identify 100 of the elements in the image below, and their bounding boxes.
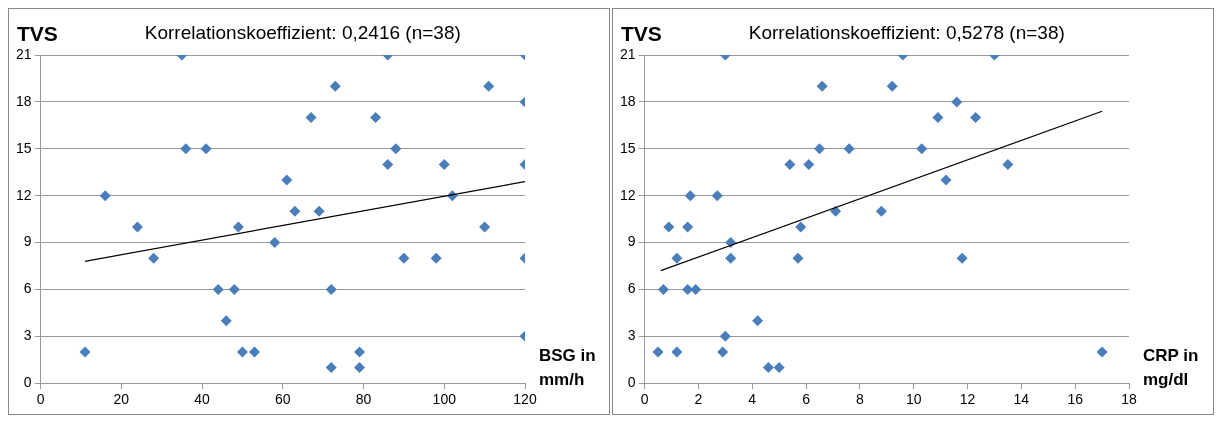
point [353, 362, 365, 374]
y-tick-label: 3 [23, 327, 32, 344]
x-tick-label: 16 [1067, 391, 1084, 408]
x-tick-label: 0 [640, 391, 649, 408]
point [479, 221, 491, 233]
x-tick-label: 20 [113, 391, 130, 408]
y-axis-title: TVS [621, 22, 662, 45]
point [830, 205, 842, 217]
y-tick-label: 15 [619, 139, 636, 156]
point [690, 283, 702, 295]
y-tick-label: 12 [15, 186, 32, 203]
point [430, 252, 442, 264]
x-tick-label: 80 [355, 391, 372, 408]
point [843, 143, 855, 155]
point [79, 346, 91, 358]
x-tick-label: 2 [694, 391, 703, 408]
point [773, 362, 785, 374]
x-axis-title: CRP in mg/dl [1143, 346, 1199, 390]
chart-title: Korrelationskoeffizient: 0,5278 (n=38) [748, 22, 1065, 43]
y-tick-label: 3 [627, 327, 636, 344]
x-tick-label: 8 [855, 391, 864, 408]
y-tick-label: 0 [627, 374, 636, 391]
point [220, 315, 232, 327]
x-axis-title: BSG in mm/h [539, 346, 596, 390]
point [131, 221, 143, 233]
point [682, 221, 694, 233]
point [483, 80, 495, 92]
x-tick-label: 10 [905, 391, 922, 408]
point [232, 221, 244, 233]
y-tick-label: 21 [15, 45, 32, 62]
x-tick-label: 40 [194, 391, 211, 408]
point [329, 80, 341, 92]
point [325, 362, 337, 374]
y-tick-label: 15 [15, 139, 32, 156]
point [99, 190, 111, 202]
point [148, 252, 160, 264]
point [281, 174, 293, 186]
point [236, 346, 248, 358]
point [652, 346, 664, 358]
point [325, 283, 337, 295]
x-tick-label: 12 [959, 391, 976, 408]
point [370, 112, 382, 124]
chart-title: Korrelationskoeffizient: 0,2416 (n=38) [144, 22, 461, 43]
point [875, 205, 887, 217]
point [398, 252, 410, 264]
x-tick-label: 4 [748, 391, 757, 408]
point [956, 252, 968, 264]
point [916, 143, 928, 155]
point [200, 143, 212, 155]
point [657, 283, 669, 295]
point [886, 80, 898, 92]
point [249, 346, 261, 358]
point [382, 158, 394, 170]
point [269, 237, 281, 249]
y-tick-label: 6 [627, 280, 636, 297]
point [762, 362, 774, 374]
point [180, 143, 192, 155]
point [212, 283, 224, 295]
point [671, 252, 683, 264]
point [792, 252, 804, 264]
point [784, 158, 796, 170]
x-tick-label: 14 [1013, 391, 1030, 408]
point [816, 80, 828, 92]
point [795, 221, 807, 233]
point [438, 158, 450, 170]
point [684, 190, 696, 202]
y-tick-label: 9 [23, 233, 32, 250]
x-tick-label: 100 [432, 391, 457, 408]
point [752, 315, 764, 327]
y-tick-label: 12 [619, 186, 636, 203]
y-tick-label: 18 [15, 92, 32, 109]
point [313, 205, 325, 217]
x-tick-label: 6 [802, 391, 811, 408]
x-tick-label: 120 [513, 391, 537, 408]
point [719, 330, 731, 342]
point [940, 174, 952, 186]
y-axis-title: TVS [17, 22, 58, 45]
point [1002, 158, 1014, 170]
y-tick-label: 21 [619, 45, 636, 62]
point [814, 143, 826, 155]
point [671, 346, 683, 358]
point [228, 283, 240, 295]
x-tick-label: 18 [1121, 391, 1137, 408]
point [932, 112, 944, 124]
point [353, 346, 365, 358]
y-tick-label: 0 [23, 374, 32, 391]
point [390, 143, 402, 155]
point [970, 112, 982, 124]
point [305, 112, 317, 124]
point [951, 96, 963, 108]
point [717, 346, 729, 358]
x-tick-label: 60 [275, 391, 291, 408]
point [1096, 346, 1108, 358]
x-tick-label: 0 [36, 391, 45, 408]
point [725, 252, 737, 264]
y-tick-label: 18 [619, 92, 636, 109]
y-tick-label: 9 [627, 233, 636, 250]
point [663, 221, 675, 233]
point [289, 205, 301, 217]
point [803, 158, 815, 170]
